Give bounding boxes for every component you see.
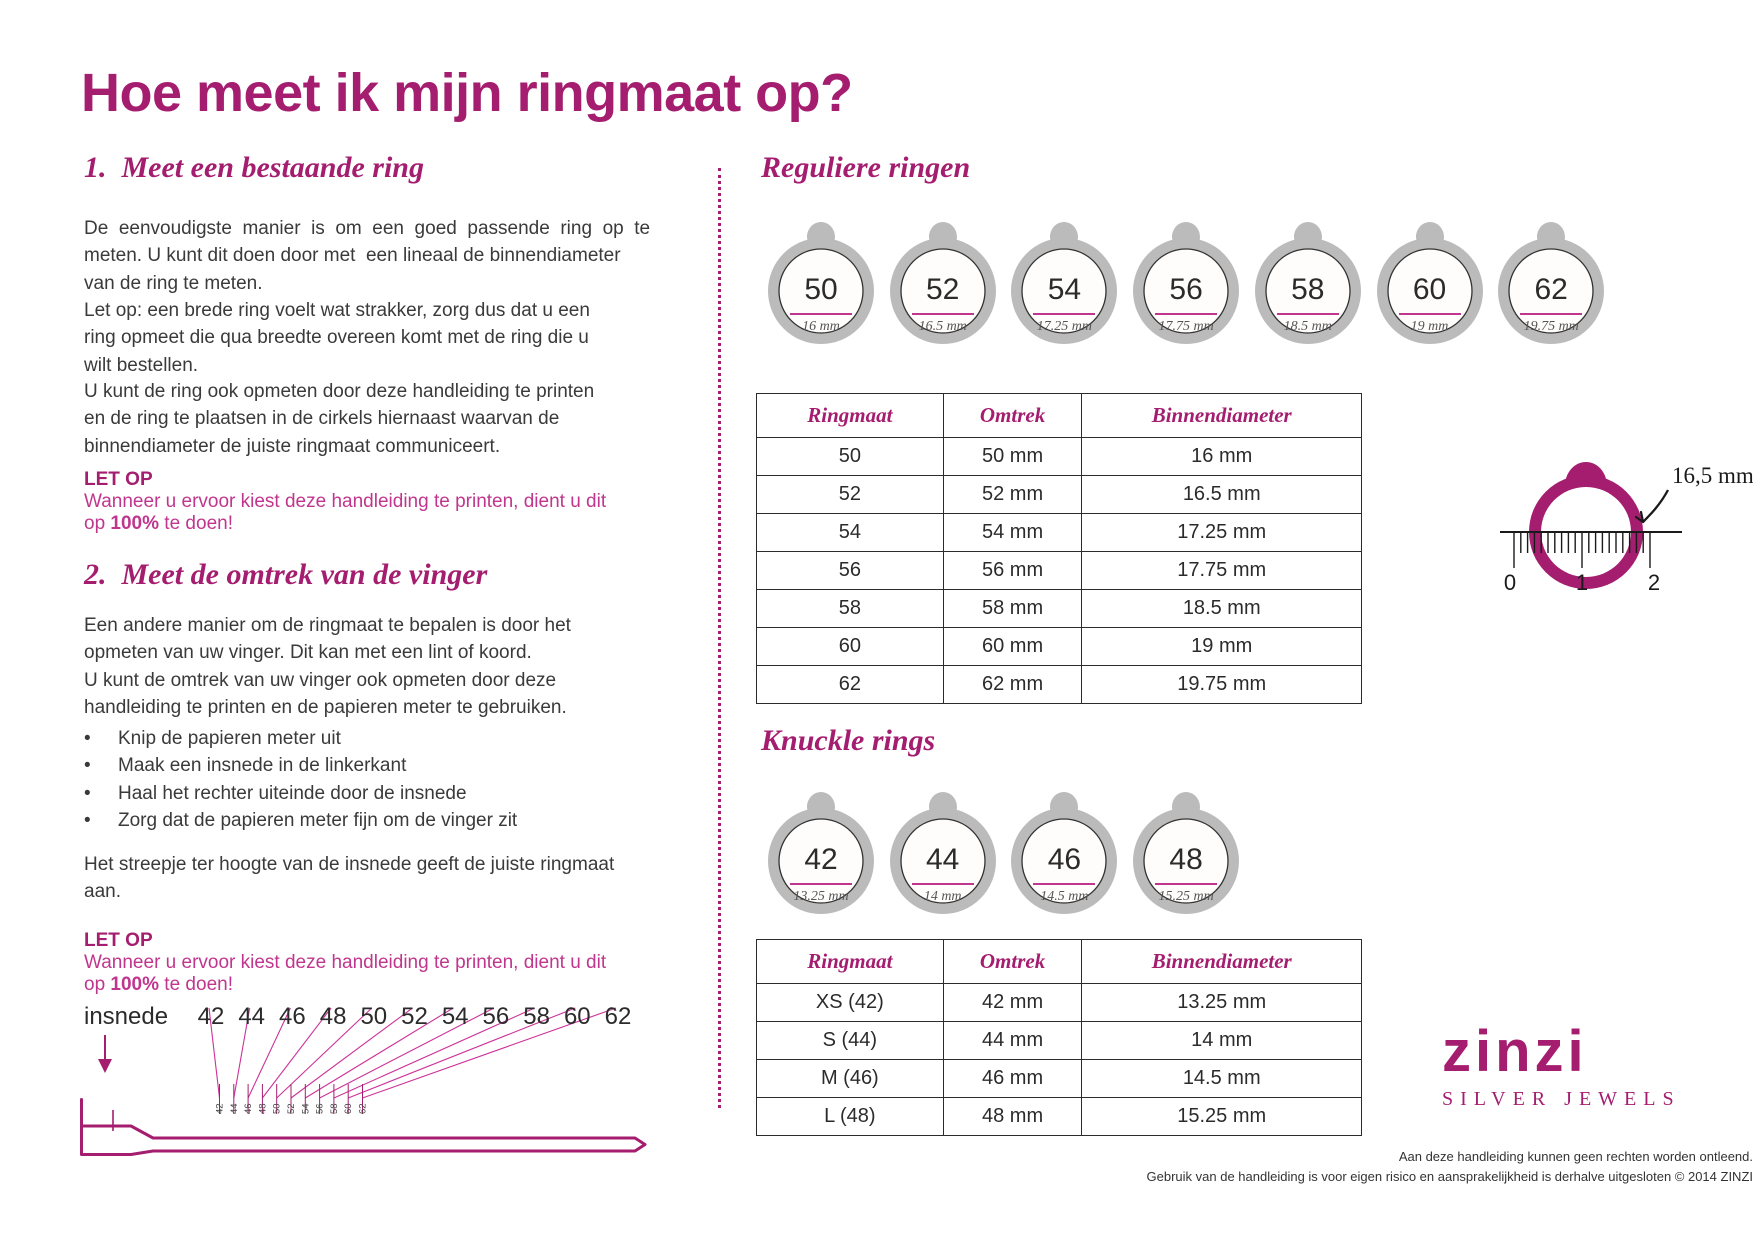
svg-text:50: 50 (272, 1103, 283, 1114)
svg-text:58: 58 (329, 1103, 340, 1114)
svg-text:0: 0 (1504, 570, 1516, 595)
svg-text:1: 1 (1576, 570, 1588, 595)
svg-text:42: 42 (215, 1103, 226, 1114)
svg-text:54: 54 (300, 1103, 311, 1114)
svg-text:60: 60 (343, 1103, 354, 1114)
svg-text:44: 44 (229, 1103, 240, 1114)
svg-text:56: 56 (315, 1103, 326, 1114)
svg-text:62: 62 (358, 1103, 369, 1114)
svg-text:2: 2 (1648, 570, 1660, 595)
svg-text:52: 52 (286, 1103, 297, 1114)
svg-text:48: 48 (257, 1103, 268, 1114)
svg-text:46: 46 (243, 1103, 254, 1114)
svg-text:16,5 mm: 16,5 mm (1672, 463, 1753, 488)
